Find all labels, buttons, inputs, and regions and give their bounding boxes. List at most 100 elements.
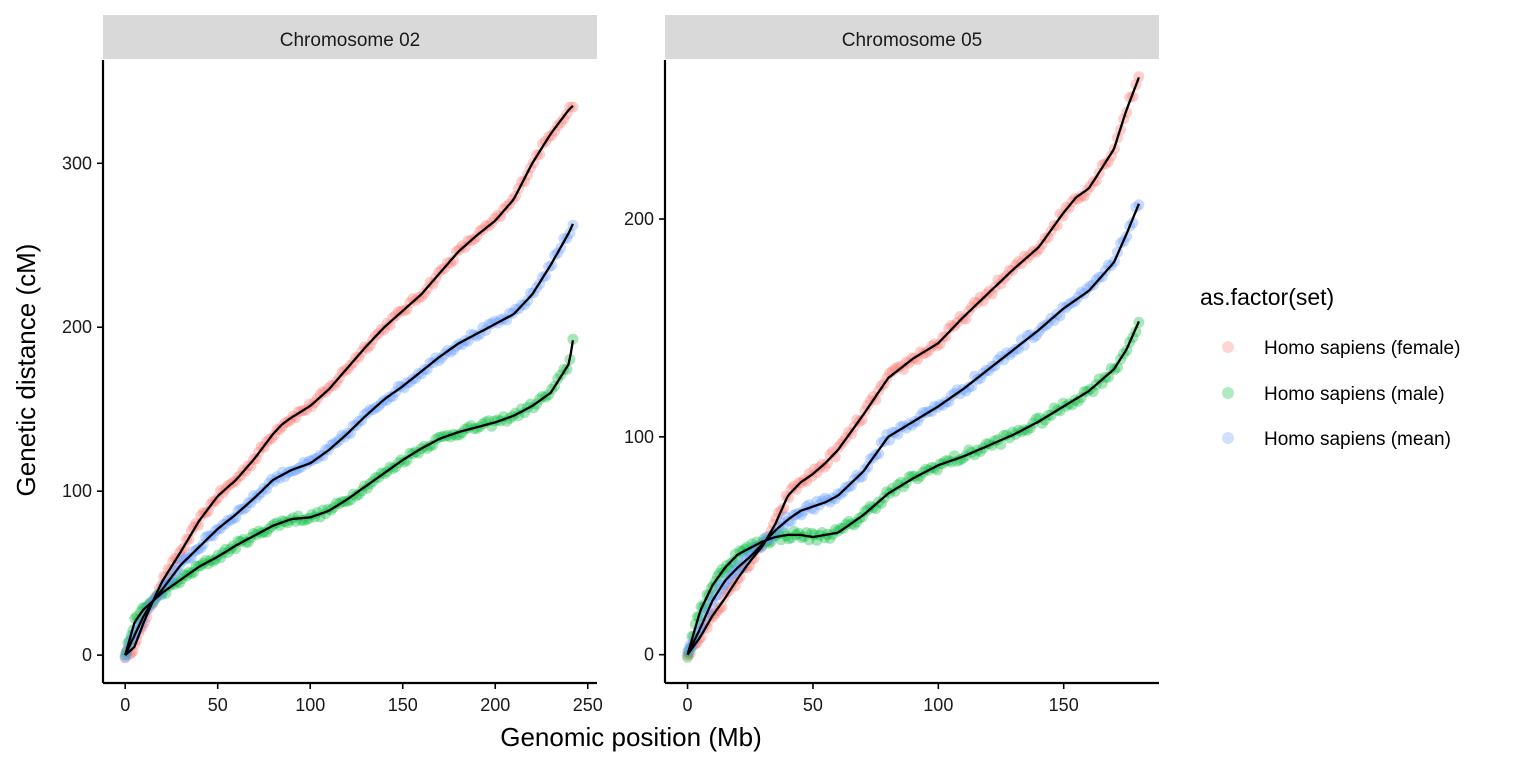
legend-item: Homo sapiens (male): [1222, 384, 1445, 405]
data-point: [445, 257, 456, 269]
data-point: [387, 312, 399, 324]
data-point: [474, 225, 486, 237]
y-tick-label: 100: [62, 481, 92, 501]
data-point: [317, 386, 329, 398]
data-point: [359, 409, 370, 421]
legend-item: Homo sapiens (mean): [1222, 429, 1451, 450]
data-point: [393, 380, 404, 392]
data-point: [421, 364, 433, 375]
data-point: [898, 363, 909, 375]
data-point: [320, 444, 332, 456]
data-point: [856, 414, 868, 426]
data-point: [447, 255, 459, 266]
data-point: [489, 212, 501, 224]
data-point: [912, 473, 923, 485]
data-point: [1081, 283, 1093, 295]
smooth-fit-line: [124, 340, 575, 656]
data-point: [119, 652, 131, 664]
data-point: [1030, 246, 1042, 258]
data-point: [867, 391, 879, 403]
smooth-fit-line: [686, 76, 1140, 656]
data-point: [430, 352, 442, 364]
data-point: [137, 602, 148, 614]
x-tick-label: 100: [923, 695, 953, 715]
data-point: [1012, 256, 1024, 268]
data-point: [519, 299, 531, 311]
legend-key-male: [1222, 387, 1234, 399]
data-point: [306, 401, 318, 412]
data-point: [418, 287, 430, 299]
data-point: [928, 400, 940, 412]
data-point: [914, 346, 926, 358]
legend-title: as.factor(set): [1200, 284, 1334, 310]
data-point: [739, 552, 751, 564]
data-point: [1093, 373, 1105, 385]
data-point: [943, 323, 955, 335]
data-point: [248, 528, 259, 539]
data-point: [261, 483, 272, 495]
data-point: [1042, 232, 1054, 244]
data-point: [398, 456, 410, 468]
data-point: [741, 541, 753, 553]
data-point: [875, 437, 887, 448]
data-point: [373, 400, 385, 412]
data-point: [176, 555, 188, 567]
data-point: [821, 457, 833, 469]
data-point: [1001, 347, 1013, 359]
data-point: [881, 486, 893, 498]
data-point: [851, 469, 863, 481]
x-tick-label: 200: [480, 695, 510, 715]
data-point: [793, 477, 805, 489]
data-point: [415, 368, 427, 380]
data-point: [119, 651, 131, 663]
data-point: [519, 407, 531, 419]
x-tick-label: 100: [295, 695, 325, 715]
data-point: [1075, 190, 1087, 202]
data-point: [682, 651, 694, 663]
data-point: [525, 287, 537, 299]
data-point: [314, 389, 326, 401]
data-point: [974, 372, 986, 384]
data-point: [1090, 175, 1102, 187]
data-point: [864, 500, 876, 512]
data-point: [727, 556, 739, 568]
data-point: [492, 209, 504, 221]
data-point: [895, 421, 907, 433]
data-point: [462, 235, 474, 247]
data-point: [845, 480, 857, 492]
x-tick-label: 250: [573, 695, 603, 715]
x-tick-label: 50: [208, 695, 228, 715]
x-tick-label: 150: [388, 695, 418, 715]
data-point: [516, 403, 528, 415]
data-point: [954, 388, 966, 400]
legend-label-male: Homo sapiens (male): [1264, 384, 1445, 405]
x-tick-label: 150: [1049, 695, 1079, 715]
data-point: [881, 429, 893, 441]
x-tick-label: 50: [803, 695, 823, 715]
data-point: [824, 449, 836, 461]
data-point: [413, 447, 424, 459]
data-point: [401, 303, 413, 315]
data-point: [447, 344, 459, 356]
panel-1: Chromosome 02 0 50 100 150 200 250 0 100 200 300: [62, 15, 603, 715]
data-point: [1021, 424, 1033, 436]
data-point: [456, 240, 468, 252]
legend-key-mean: [1222, 432, 1234, 444]
data-point: [873, 448, 885, 460]
data-point: [245, 460, 257, 472]
data-point: [378, 324, 390, 336]
data-point: [870, 394, 882, 406]
data-point: [215, 552, 226, 564]
y-tick-label: 300: [62, 153, 92, 173]
data-point: [167, 573, 179, 585]
data-point: [480, 220, 492, 232]
smooth-fit-line: [124, 223, 574, 656]
data-point: [178, 569, 190, 581]
data-point: [240, 465, 252, 477]
data-point: [195, 542, 207, 554]
data-point: [931, 340, 943, 352]
data-point: [974, 291, 986, 303]
data-point: [345, 427, 356, 439]
data-point: [785, 483, 797, 495]
